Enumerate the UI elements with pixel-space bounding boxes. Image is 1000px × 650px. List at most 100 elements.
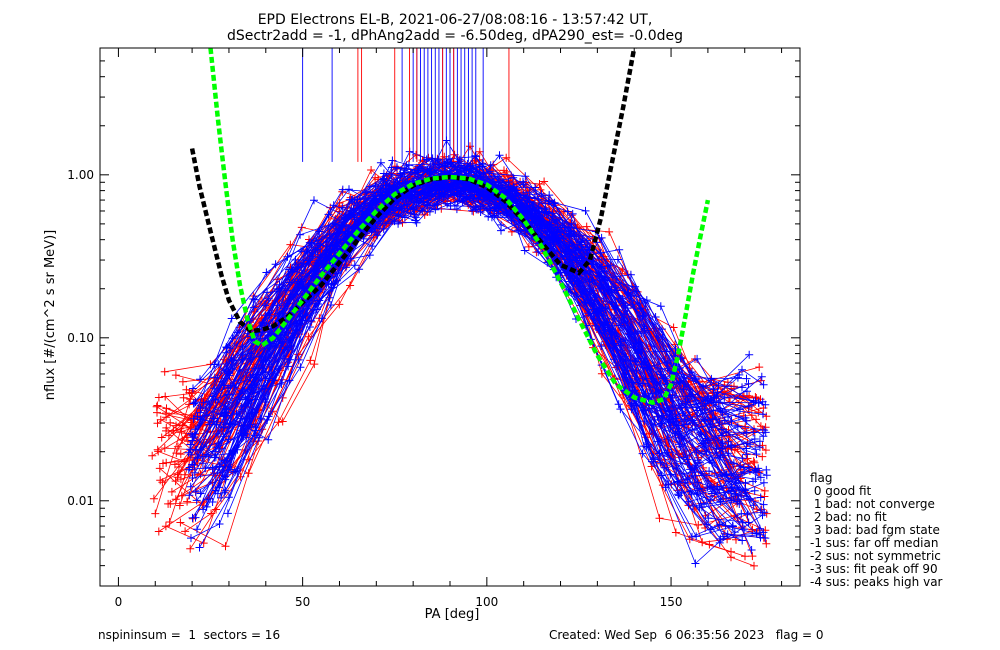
blue-plus-marker xyxy=(756,493,765,502)
red-plus-marker xyxy=(507,227,516,236)
blue-plus-marker xyxy=(620,370,629,378)
blue-trace-line xyxy=(220,179,735,500)
blue-plus-marker xyxy=(371,224,380,233)
black-fit-curve xyxy=(189,47,637,334)
blue-plus-marker xyxy=(663,358,672,367)
blue-plus-marker xyxy=(338,203,347,212)
blue-plus-marker xyxy=(596,248,605,257)
blue-plus-marker xyxy=(190,461,199,470)
blue-plus-marker xyxy=(656,302,665,311)
peak-marker-layer xyxy=(302,48,510,162)
red-plus-marker xyxy=(171,477,180,486)
blue-plus-marker xyxy=(747,546,756,554)
blue-plus-marker xyxy=(456,166,465,175)
blue-plus-marker xyxy=(626,270,635,279)
red-plus-marker xyxy=(655,514,664,523)
red-plus-marker xyxy=(274,418,283,427)
blue-plus-marker xyxy=(223,509,232,518)
blue-plus-marker xyxy=(638,312,647,321)
blue-plus-marker xyxy=(656,381,665,389)
blue-plus-marker xyxy=(205,400,214,409)
blue-plus-marker xyxy=(682,420,691,429)
red-plus-marker xyxy=(335,300,344,309)
red-plus-marker xyxy=(182,385,191,394)
blue-plus-marker xyxy=(693,490,702,499)
blue-plus-marker xyxy=(265,309,274,317)
red-plus-marker xyxy=(540,177,549,186)
blue-plus-marker xyxy=(601,320,610,329)
legend-item: 0 good fit xyxy=(810,484,872,498)
red-plus-marker xyxy=(749,457,758,466)
blue-plus-marker xyxy=(411,216,420,225)
blue-plus-marker xyxy=(663,448,672,457)
blue-trace-line xyxy=(212,184,726,526)
red-plus-marker xyxy=(761,526,770,535)
blue-plus-marker xyxy=(738,536,747,545)
red-plus-marker xyxy=(177,491,186,500)
blue-plus-marker xyxy=(729,495,738,503)
red-plus-marker xyxy=(166,418,175,427)
blue-plus-marker xyxy=(185,491,194,500)
blue-plus-marker xyxy=(226,419,235,428)
blue-plus-marker xyxy=(723,530,732,539)
blue-plus-marker xyxy=(696,458,704,467)
legend-item: 2 bad: no fit xyxy=(810,510,887,524)
blue-plus-marker xyxy=(754,464,763,473)
red-plus-marker xyxy=(154,447,163,456)
chart-title-line-1: EPD Electrons EL-B, 2021-06-27/08:08:16 … xyxy=(258,12,653,28)
red-plus-marker xyxy=(155,464,164,473)
blue-plus-marker xyxy=(521,172,530,181)
blue-plus-marker xyxy=(414,166,423,175)
blue-plus-marker xyxy=(249,303,258,312)
blue-plus-marker xyxy=(756,473,765,482)
blue-plus-marker xyxy=(652,379,661,388)
blue-plus-marker xyxy=(613,255,622,264)
red-plus-marker xyxy=(500,166,508,175)
blue-plus-marker xyxy=(720,393,729,402)
blue-plus-marker xyxy=(759,500,768,509)
blue-plus-marker xyxy=(703,436,712,445)
blue-plus-marker xyxy=(343,214,352,223)
blue-plus-marker xyxy=(402,200,411,209)
red-plus-marker xyxy=(158,478,167,487)
blue-plus-marker xyxy=(701,434,710,443)
legend-item: -3 sus: fit peak off 90 xyxy=(810,562,938,576)
blue-plus-marker xyxy=(615,245,624,254)
red-plus-marker xyxy=(160,367,169,376)
blue-plus-marker xyxy=(394,219,403,228)
red-plus-marker xyxy=(156,476,165,485)
blue-plus-marker xyxy=(308,249,317,257)
blue-plus-marker xyxy=(238,350,247,359)
blue-trace-line xyxy=(197,163,761,529)
red-plus-marker xyxy=(733,513,742,522)
blue-plus-marker xyxy=(190,399,199,408)
blue-plus-marker xyxy=(709,406,718,415)
red-plus-marker xyxy=(172,449,181,458)
blue-plus-marker xyxy=(642,442,651,451)
blue-plus-marker xyxy=(191,513,200,522)
blue-plus-marker xyxy=(737,509,746,518)
blue-plus-marker xyxy=(638,449,647,458)
blue-plus-marker xyxy=(228,334,237,343)
blue-plus-marker xyxy=(756,533,765,542)
blue-plus-marker xyxy=(564,246,573,255)
blue-plus-marker xyxy=(263,288,272,297)
blue-plus-marker xyxy=(604,282,613,291)
blue-plus-marker xyxy=(744,518,753,527)
blue-plus-marker xyxy=(443,199,452,208)
blue-plus-marker xyxy=(674,491,683,500)
blue-plus-marker xyxy=(220,488,229,497)
blue-plus-marker xyxy=(673,427,682,436)
blue-plus-marker xyxy=(297,247,305,256)
blue-plus-marker xyxy=(187,534,195,543)
blue-plus-marker xyxy=(410,210,419,219)
blue-plus-marker xyxy=(721,521,730,530)
blue-plus-marker xyxy=(379,174,388,183)
blue-plus-marker xyxy=(709,385,718,394)
blue-plus-marker xyxy=(296,363,305,372)
blue-plus-marker xyxy=(198,459,207,468)
blue-plus-marker xyxy=(355,265,364,274)
blue-plus-marker xyxy=(641,299,650,307)
red-plus-marker xyxy=(752,415,761,424)
blue-plus-marker xyxy=(215,462,224,471)
